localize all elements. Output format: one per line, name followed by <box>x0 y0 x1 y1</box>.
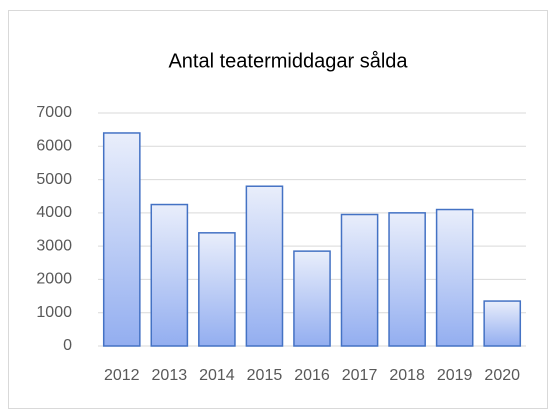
bar <box>340 213 379 347</box>
chart-title: Antal teatermiddagar sålda <box>168 50 408 72</box>
bar <box>388 212 426 347</box>
x-tick-label: 2013 <box>152 367 188 384</box>
x-tick-label: 2018 <box>389 367 425 384</box>
y-tick-label: 1000 <box>36 304 72 321</box>
y-tick-label: 6000 <box>36 138 72 155</box>
x-tick-label: 2020 <box>484 367 520 384</box>
bar <box>102 132 141 347</box>
x-tick-label: 2015 <box>247 367 283 384</box>
bar <box>150 203 189 347</box>
bar <box>198 232 236 347</box>
bar <box>245 185 284 347</box>
y-tick-label: 3000 <box>36 237 72 254</box>
bar <box>483 300 522 347</box>
y-tick-label: 5000 <box>36 171 72 188</box>
x-tick-label: 2017 <box>342 367 378 384</box>
x-tick-label: 2014 <box>199 367 235 384</box>
x-tick-label: 2012 <box>104 367 140 384</box>
x-tick-label: 2016 <box>294 367 330 384</box>
x-tick-label: 2019 <box>437 367 473 384</box>
bar <box>435 208 474 347</box>
bar <box>293 250 331 347</box>
y-tick-label: 2000 <box>36 271 72 288</box>
y-tick-label: 7000 <box>36 104 72 121</box>
y-tick-label: 4000 <box>36 204 72 221</box>
y-tick-label: 0 <box>63 337 72 354</box>
